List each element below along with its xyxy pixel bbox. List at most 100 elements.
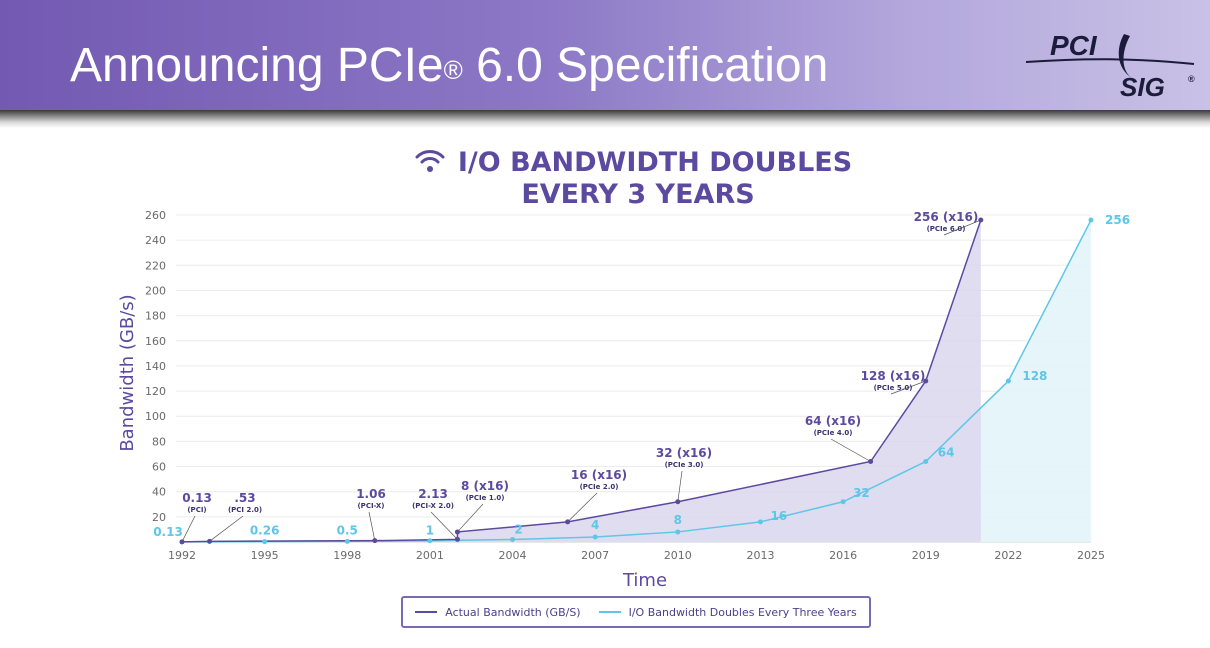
projected-data-label: 256 — [1105, 213, 1130, 227]
actual-data-sublabel: (PCIe 4.0) — [814, 429, 853, 437]
actual-point — [372, 538, 378, 544]
actual-data-label: 2.13 — [418, 487, 448, 501]
title-main: Announcing PCIe — [70, 39, 444, 92]
y-tick-label: 40 — [152, 486, 166, 499]
y-tick-label: 160 — [145, 335, 166, 348]
projected-point — [510, 536, 516, 542]
actual-line — [181, 219, 982, 543]
leader-line — [890, 380, 926, 395]
logo-text-top: PCI — [1050, 30, 1097, 61]
projected-data-label: 128 — [1022, 369, 1047, 383]
actual-data-sublabel: (PCIe 3.0) — [665, 461, 704, 469]
x-tick-label: 2010 — [664, 549, 692, 562]
projected-point — [923, 459, 929, 465]
actual-data-label: .53 — [234, 491, 255, 505]
x-tick-label: 2013 — [746, 549, 774, 562]
x-tick-label: 2004 — [499, 549, 527, 562]
legend-item-actual: Actual Bandwidth (GB/S) — [415, 605, 581, 619]
x-tick-label: 2007 — [581, 549, 609, 562]
projected-area — [182, 220, 1091, 542]
title-rest: 6.0 Specification — [462, 39, 829, 92]
actual-area — [182, 220, 981, 542]
actual-data-label: 16 (x16) — [571, 468, 627, 482]
page-title: Announcing PCIe® 6.0 Specification — [70, 40, 828, 92]
x-tick-label: 1992 — [168, 549, 196, 562]
actual-data-sublabel: (PCIe 1.0) — [466, 494, 505, 502]
projected-data-label: 2 — [514, 522, 522, 536]
projected-data-label: 64 — [938, 446, 955, 460]
leader-line — [457, 503, 484, 533]
chart-title-line2: EVERY 3 YEARS — [521, 179, 754, 210]
x-tick-label: 2001 — [416, 549, 444, 562]
actual-data-sublabel: (PCI) — [187, 506, 206, 514]
plot-area: 20 40 60 80 100 120 140 160 180 200 220 240 260 1992 1… — [145, 209, 1130, 562]
actual-data-label: 256 (x16) — [914, 210, 979, 224]
leader-line — [830, 438, 871, 462]
projected-point — [1088, 217, 1094, 223]
legend-label-actual: Actual Bandwidth (GB/S) — [445, 605, 581, 619]
actual-data-sublabel: (PCI-X) — [357, 502, 384, 510]
y-tick-label: 180 — [145, 310, 166, 323]
projected-point — [427, 538, 433, 544]
leader-line — [209, 515, 244, 542]
legend-swatch-projected — [598, 611, 621, 613]
projected-point — [1005, 378, 1011, 384]
legend-swatch-actual — [415, 611, 438, 613]
actual-data-label: 0.13 — [182, 491, 212, 505]
header-banner: Announcing PCIe® 6.0 Specification PCI S… — [0, 0, 1210, 110]
actual-data-sublabel: (PCIe 2.0) — [580, 483, 619, 491]
actual-point — [978, 217, 984, 223]
x-tick-label: 2019 — [912, 549, 940, 562]
actual-data-sublabel: (PCI 2.0) — [228, 506, 262, 514]
projected-data-label: 16 — [770, 509, 787, 523]
leader-line — [677, 470, 683, 502]
projected-point — [757, 519, 763, 525]
leader-line — [368, 511, 376, 541]
logo-swoosh-icon — [1025, 34, 1195, 78]
y-tick-label: 220 — [145, 259, 166, 272]
projected-data-label: 32 — [853, 486, 870, 500]
chart-title-line1: I/O BANDWIDTH DOUBLES — [458, 147, 852, 178]
projected-data-label: 4 — [591, 518, 599, 532]
leader-line — [943, 219, 981, 236]
y-tick-label: 140 — [145, 360, 166, 373]
actual-data-label: 64 (x16) — [805, 414, 861, 428]
projected-point — [344, 538, 350, 544]
actual-data-sublabel: (PCI-X 2.0) — [412, 502, 454, 510]
actual-data-sublabel: (PCIe 5.0) — [874, 384, 913, 392]
projected-data-label: 0.13 — [153, 525, 183, 539]
actual-data-sublabel: (PCIe 6.0) — [927, 225, 966, 233]
x-tick-label: 2022 — [994, 549, 1022, 562]
y-axis-label: Bandwidth (GB/s) — [117, 294, 138, 451]
x-axis-label: Time — [622, 570, 667, 591]
x-tick-label: 1998 — [333, 549, 361, 562]
legend-label-projected: I/O Bandwidth Doubles Every Three Years — [628, 605, 857, 619]
x-tick-label: 2025 — [1077, 549, 1105, 562]
projected-point — [592, 534, 598, 540]
wifi-icon — [415, 150, 445, 172]
leader-line — [567, 492, 598, 523]
bandwidth-chart: I/O BANDWIDTH DOUBLES EVERY 3 YEARS 2040… — [117, 147, 1130, 591]
y-tick-label: 20 — [152, 511, 166, 524]
leader-line — [430, 511, 458, 540]
legend-item-projected: I/O Bandwidth Doubles Every Three Years — [598, 605, 857, 619]
projected-point — [262, 539, 268, 545]
y-tick-label: 100 — [145, 410, 166, 423]
projected-data-label: 0.26 — [250, 524, 280, 538]
projected-data-label: 1 — [426, 524, 434, 538]
y-tick-label: 240 — [145, 234, 166, 247]
actual-data-label: 1.06 — [356, 487, 386, 501]
leader-line — [181, 515, 196, 542]
y-tick-label: 120 — [145, 385, 166, 398]
actual-data-label: 8 (x16) — [461, 479, 509, 493]
pci-sig-logo: PCI SIG ® — [1024, 28, 1204, 102]
registered-mark: ® — [443, 55, 463, 85]
logo-text-bottom: SIG — [1120, 72, 1165, 102]
projected-data-label: 8 — [674, 513, 682, 527]
chart-title: I/O BANDWIDTH DOUBLES EVERY 3 YEARS — [415, 147, 852, 210]
x-tick-label: 2016 — [829, 549, 857, 562]
y-tick-label: 260 — [145, 209, 166, 222]
y-tick-label: 80 — [152, 435, 166, 448]
actual-data-label: 128 (x16) — [861, 369, 926, 383]
y-tick-label: 200 — [145, 284, 166, 297]
